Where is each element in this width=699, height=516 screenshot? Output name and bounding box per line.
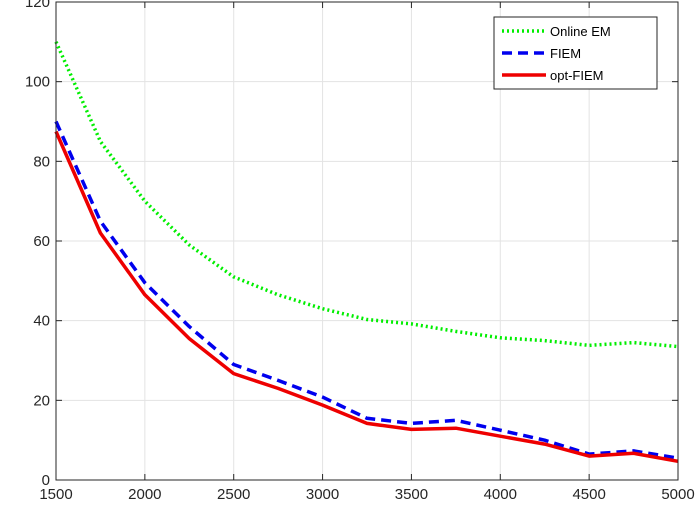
y-tick-label: 80 xyxy=(33,153,50,170)
ticks xyxy=(55,1,679,481)
legend-label-online-em: Online EM xyxy=(550,24,611,39)
y-tick-label: 20 xyxy=(33,392,50,409)
y-tick-label: 120 xyxy=(25,0,50,11)
legend-label-fiem: FIEM xyxy=(550,46,581,61)
x-tick-label: 4000 xyxy=(484,486,517,503)
tick-labels: 1500 2000 2500 3000 3500 4000 4500 5000 0 20 40 60 8… xyxy=(25,0,695,503)
y-tick-label: 100 xyxy=(25,74,50,91)
x-tick-label: 2000 xyxy=(128,486,161,503)
series-line-opt-fiem xyxy=(54,130,679,464)
x-tick-label: 2500 xyxy=(217,486,250,503)
y-tick-label: 0 xyxy=(42,472,50,489)
x-tick-label: 3000 xyxy=(306,486,339,503)
legend: Online EM FIEM opt-FIEM xyxy=(493,16,658,90)
x-tick-label: 4500 xyxy=(572,486,605,503)
y-tick-label: 40 xyxy=(33,313,50,330)
x-tick-label: 3500 xyxy=(395,486,428,503)
legend-label-opt-fiem: opt-FIEM xyxy=(550,68,603,83)
series-line-online-em xyxy=(54,41,679,349)
x-tick-label: 1500 xyxy=(39,486,72,503)
series-layer xyxy=(54,41,679,464)
series-line-fiem xyxy=(54,120,679,460)
x-tick-label: 5000 xyxy=(661,486,694,503)
y-tick-label: 60 xyxy=(33,233,50,250)
